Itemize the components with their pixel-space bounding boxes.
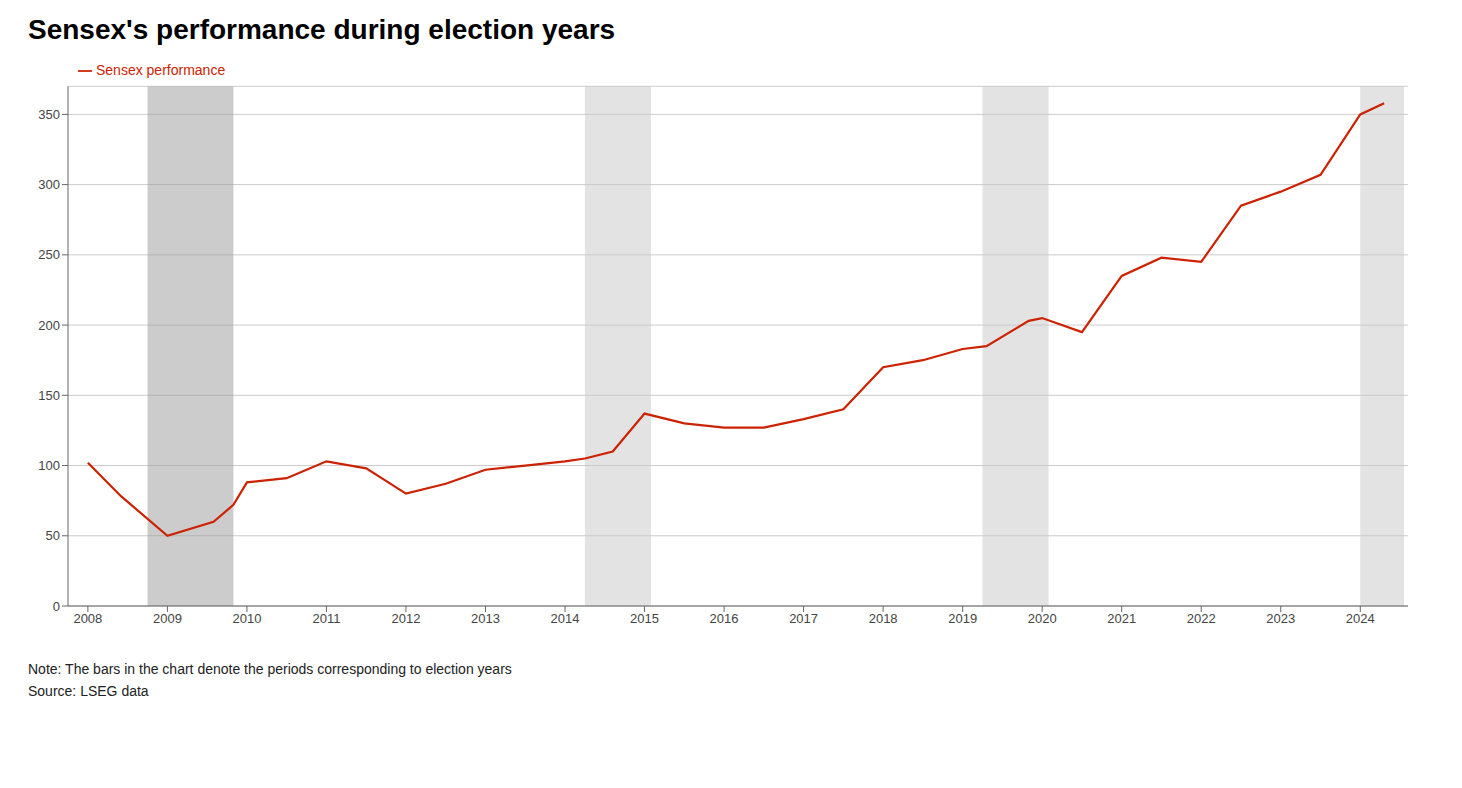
svg-text:2017: 2017 xyxy=(789,611,818,626)
svg-text:200: 200 xyxy=(38,318,60,333)
svg-text:2015: 2015 xyxy=(630,611,659,626)
svg-text:100: 100 xyxy=(38,458,60,473)
html-text:Sensex's performance during el: Sensex's performance during election yea… xyxy=(28,14,616,45)
svg-text:2016: 2016 xyxy=(710,611,739,626)
svg-text:2023: 2023 xyxy=(1266,611,1295,626)
svg-text:2008: 2008 xyxy=(73,611,102,626)
svg-text:300: 300 xyxy=(38,177,60,192)
svg-text:2011: 2011 xyxy=(312,611,340,626)
svg-text:2019: 2019 xyxy=(948,611,977,626)
svg-text:2009: 2009 xyxy=(153,611,182,626)
svg-text:2018: 2018 xyxy=(869,611,898,626)
svg-text:250: 250 xyxy=(38,247,60,262)
html-text:Note: The bars in the chart de: Note: The bars in the chart denote the p… xyxy=(28,661,512,677)
html-text:Sensex performance: Sensex performance xyxy=(96,62,226,78)
svg-text:2021: 2021 xyxy=(1107,611,1136,626)
svg-text:2014: 2014 xyxy=(551,611,580,626)
svg-text:2022: 2022 xyxy=(1187,611,1216,626)
svg-text:50: 50 xyxy=(46,528,60,543)
svg-text:2013: 2013 xyxy=(471,611,500,626)
svg-text:2020: 2020 xyxy=(1028,611,1057,626)
svg-text:0: 0 xyxy=(53,599,60,614)
svg-text:2010: 2010 xyxy=(232,611,261,626)
svg-text:350: 350 xyxy=(38,107,60,122)
svg-text:150: 150 xyxy=(38,388,60,403)
svg-text:2012: 2012 xyxy=(392,611,421,626)
html-text:Source: LSEG data: Source: LSEG data xyxy=(28,683,149,699)
svg-text:2024: 2024 xyxy=(1346,611,1375,626)
